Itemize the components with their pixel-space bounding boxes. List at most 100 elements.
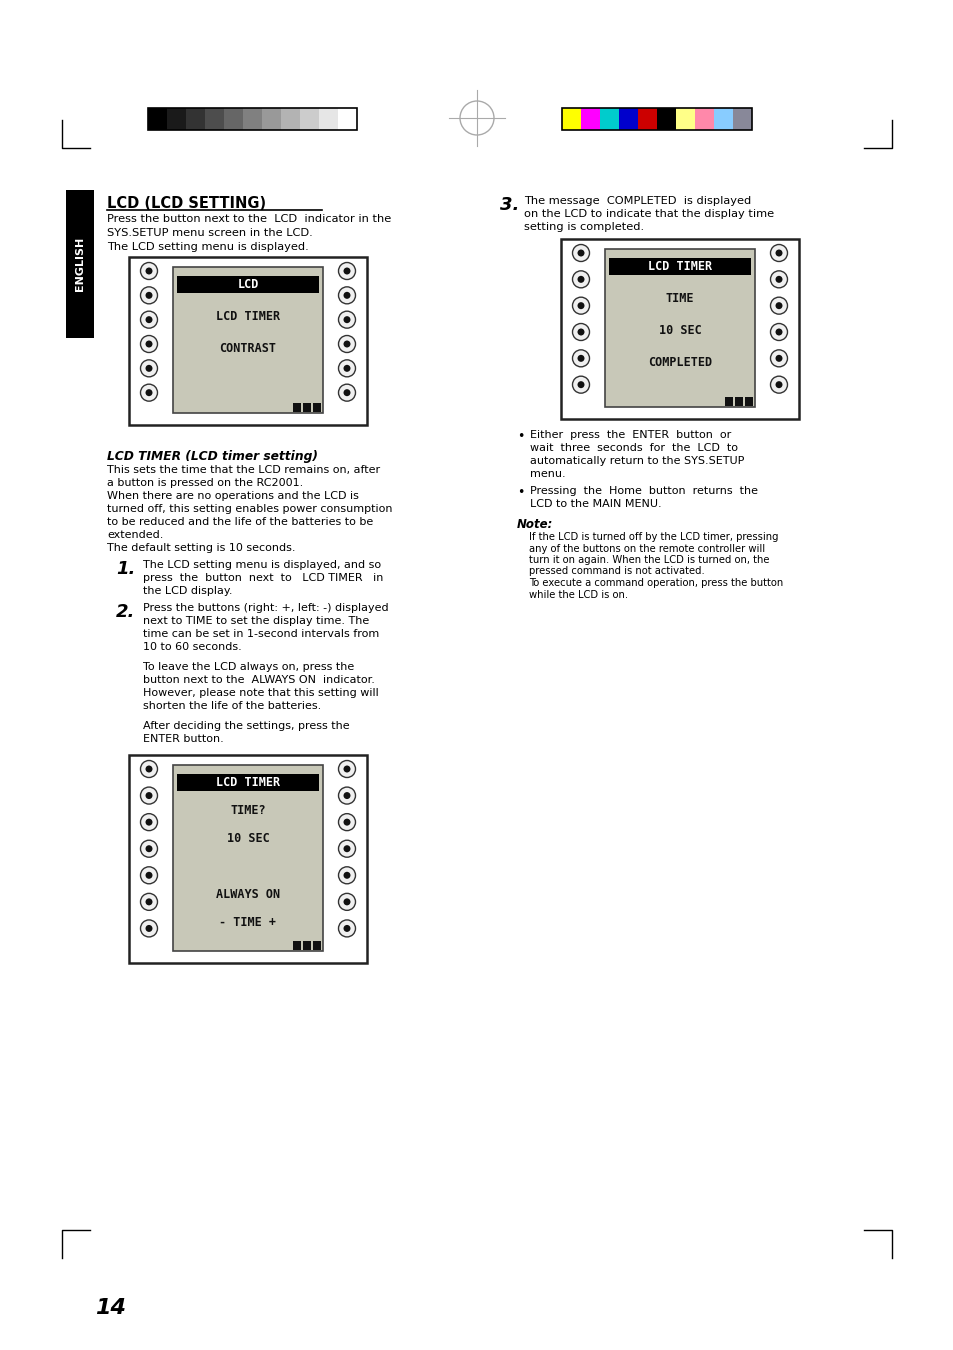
Text: press  the  button  next  to   LCD TIMER   in: press the button next to LCD TIMER in bbox=[143, 572, 383, 583]
Circle shape bbox=[140, 867, 157, 884]
Text: the LCD display.: the LCD display. bbox=[143, 586, 233, 595]
Circle shape bbox=[775, 302, 781, 309]
Circle shape bbox=[572, 271, 589, 288]
Circle shape bbox=[770, 350, 786, 367]
Bar bbox=[599, 108, 618, 130]
Bar bbox=[313, 404, 320, 412]
Text: turned off, this setting enables power consumption: turned off, this setting enables power c… bbox=[107, 504, 392, 514]
Circle shape bbox=[338, 919, 355, 937]
Text: shorten the life of the batteries.: shorten the life of the batteries. bbox=[143, 701, 321, 711]
Bar bbox=[167, 108, 186, 130]
Bar bbox=[560, 239, 799, 418]
Circle shape bbox=[140, 310, 157, 328]
Bar bbox=[303, 941, 311, 950]
Circle shape bbox=[338, 286, 355, 304]
Circle shape bbox=[577, 275, 584, 284]
Circle shape bbox=[343, 925, 350, 932]
Circle shape bbox=[140, 814, 157, 830]
Bar bbox=[695, 108, 713, 130]
Circle shape bbox=[572, 244, 589, 262]
Text: TIME?: TIME? bbox=[230, 805, 266, 817]
Circle shape bbox=[146, 845, 152, 852]
Text: LCD to the MAIN MENU.: LCD to the MAIN MENU. bbox=[530, 500, 661, 509]
Text: menu.: menu. bbox=[530, 468, 565, 479]
Bar bbox=[177, 275, 318, 293]
Circle shape bbox=[140, 262, 157, 279]
Circle shape bbox=[140, 336, 157, 352]
Circle shape bbox=[140, 286, 157, 304]
Circle shape bbox=[343, 845, 350, 852]
Text: LCD TIMER: LCD TIMER bbox=[215, 776, 280, 788]
Text: •: • bbox=[517, 486, 524, 500]
Bar bbox=[299, 108, 318, 130]
Circle shape bbox=[577, 381, 584, 389]
Circle shape bbox=[577, 328, 584, 336]
Text: 3.: 3. bbox=[499, 196, 518, 215]
Circle shape bbox=[146, 765, 152, 772]
Text: 2.: 2. bbox=[116, 603, 135, 621]
Text: 10 to 60 seconds.: 10 to 60 seconds. bbox=[143, 643, 241, 652]
Bar bbox=[676, 108, 695, 130]
Circle shape bbox=[146, 267, 152, 274]
Text: pressed command is not activated.: pressed command is not activated. bbox=[529, 567, 704, 576]
Bar bbox=[172, 267, 323, 413]
Circle shape bbox=[775, 328, 781, 336]
Circle shape bbox=[343, 818, 350, 826]
Text: ALWAYS ON: ALWAYS ON bbox=[215, 888, 280, 900]
Circle shape bbox=[775, 381, 781, 389]
Bar bbox=[186, 108, 205, 130]
Circle shape bbox=[343, 765, 350, 772]
Circle shape bbox=[770, 271, 786, 288]
Bar bbox=[129, 755, 367, 963]
Bar bbox=[243, 108, 262, 130]
Text: This sets the time that the LCD remains on, after: This sets the time that the LCD remains … bbox=[107, 464, 379, 475]
Text: 14: 14 bbox=[95, 1297, 126, 1318]
Text: time can be set in 1-second intervals from: time can be set in 1-second intervals fr… bbox=[143, 629, 379, 639]
Text: Pressing  the  Home  button  returns  the: Pressing the Home button returns the bbox=[530, 486, 758, 495]
Circle shape bbox=[338, 867, 355, 884]
Text: Note:: Note: bbox=[517, 518, 553, 531]
Text: The message  COMPLETED  is displayed: The message COMPLETED is displayed bbox=[523, 196, 750, 207]
Circle shape bbox=[338, 262, 355, 279]
Text: LCD TIMER: LCD TIMER bbox=[215, 310, 280, 323]
Bar bbox=[148, 108, 356, 130]
Text: LCD (LCD SETTING): LCD (LCD SETTING) bbox=[107, 196, 266, 211]
Bar bbox=[177, 774, 318, 791]
Bar bbox=[724, 397, 732, 406]
Text: SYS.SETUP menu screen in the LCD.: SYS.SETUP menu screen in the LCD. bbox=[107, 228, 313, 238]
Text: When there are no operations and the LCD is: When there are no operations and the LCD… bbox=[107, 491, 358, 501]
Bar bbox=[281, 108, 299, 130]
Circle shape bbox=[146, 389, 152, 396]
Circle shape bbox=[572, 350, 589, 367]
Circle shape bbox=[338, 814, 355, 830]
Text: ENGLISH: ENGLISH bbox=[75, 236, 85, 292]
Circle shape bbox=[572, 324, 589, 340]
Circle shape bbox=[343, 898, 350, 906]
Circle shape bbox=[140, 760, 157, 778]
Text: The LCD setting menu is displayed.: The LCD setting menu is displayed. bbox=[107, 242, 309, 252]
Circle shape bbox=[338, 840, 355, 857]
Bar bbox=[337, 108, 356, 130]
Circle shape bbox=[775, 250, 781, 256]
Text: TIME: TIME bbox=[665, 292, 694, 305]
Text: The default setting is 10 seconds.: The default setting is 10 seconds. bbox=[107, 543, 295, 554]
Bar bbox=[303, 404, 311, 412]
Bar bbox=[713, 108, 732, 130]
Bar bbox=[604, 248, 754, 406]
Bar bbox=[129, 256, 367, 425]
Text: any of the buttons on the remote controller will: any of the buttons on the remote control… bbox=[529, 544, 764, 554]
Text: to be reduced and the life of the batteries to be: to be reduced and the life of the batter… bbox=[107, 517, 373, 526]
Circle shape bbox=[140, 385, 157, 401]
Circle shape bbox=[338, 360, 355, 377]
Circle shape bbox=[140, 919, 157, 937]
Circle shape bbox=[140, 840, 157, 857]
Bar bbox=[313, 941, 320, 950]
Circle shape bbox=[146, 872, 152, 879]
Bar bbox=[561, 108, 580, 130]
Circle shape bbox=[343, 872, 350, 879]
Text: extended.: extended. bbox=[107, 531, 163, 540]
Text: button next to the  ALWAYS ON  indicator.: button next to the ALWAYS ON indicator. bbox=[143, 675, 375, 684]
Circle shape bbox=[140, 787, 157, 805]
Text: setting is completed.: setting is completed. bbox=[523, 221, 643, 232]
Circle shape bbox=[338, 336, 355, 352]
